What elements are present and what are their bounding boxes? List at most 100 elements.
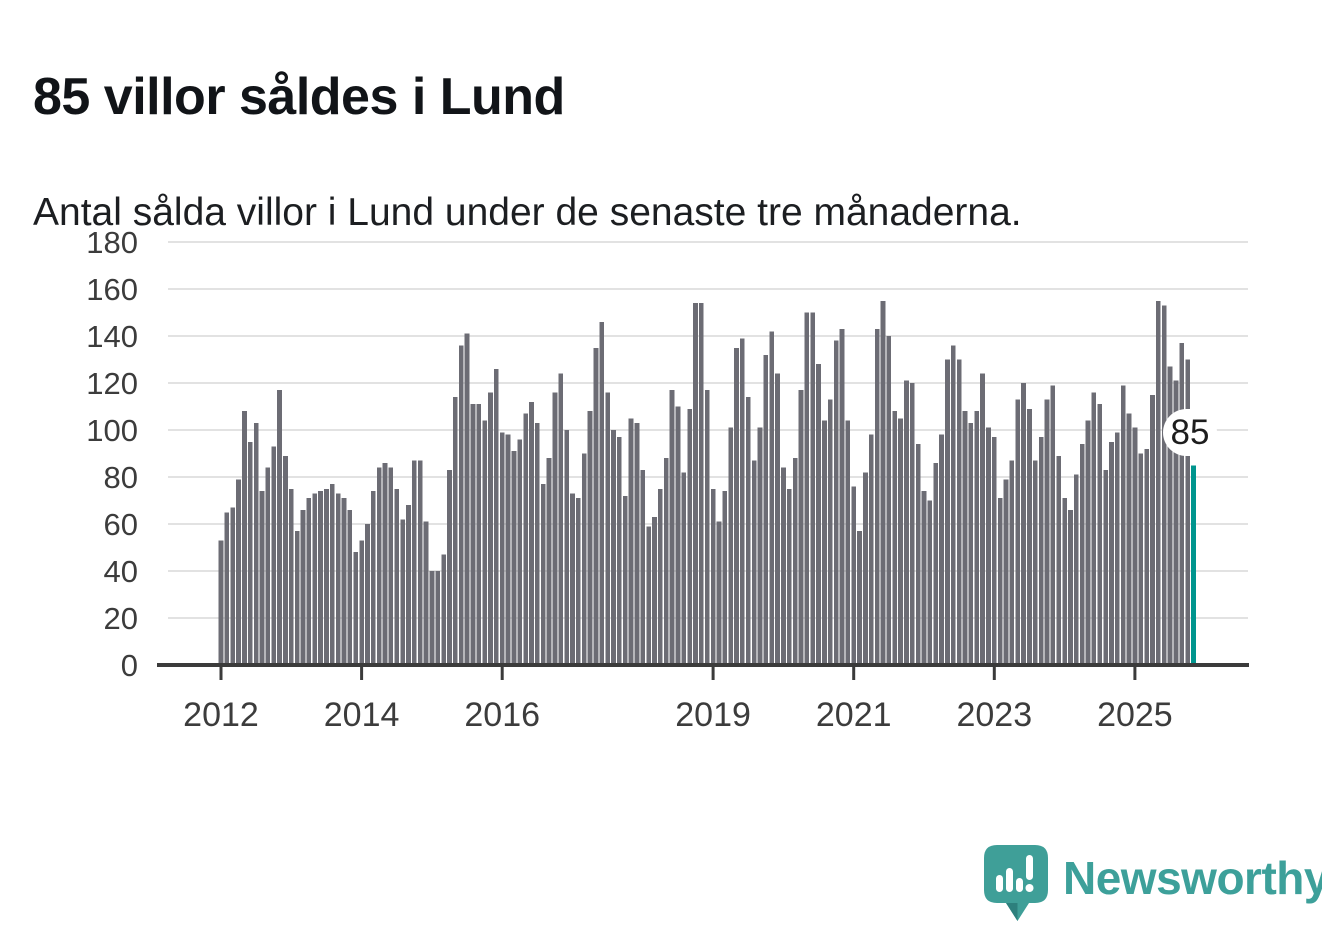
bar bbox=[704, 390, 710, 665]
bar bbox=[687, 408, 693, 665]
bar bbox=[1173, 380, 1179, 665]
bar bbox=[224, 512, 230, 665]
bar bbox=[570, 493, 575, 665]
bar bbox=[968, 422, 974, 665]
bar bbox=[318, 491, 323, 665]
bar bbox=[956, 359, 962, 665]
logo-exclamation-mark bbox=[1026, 855, 1033, 880]
bar bbox=[833, 340, 839, 665]
bar bbox=[757, 427, 763, 665]
bar bbox=[1179, 343, 1185, 665]
bar bbox=[353, 552, 359, 665]
bar bbox=[265, 467, 271, 665]
brand-name: Newsworthy bbox=[1063, 852, 1322, 904]
brand-footer: Newsworthy bbox=[984, 843, 1322, 927]
page-subtitle: Antal sålda villor i Lund under de senas… bbox=[33, 191, 1022, 234]
bar bbox=[277, 390, 282, 665]
bar bbox=[476, 404, 482, 665]
bar bbox=[347, 509, 353, 665]
bar bbox=[1073, 474, 1079, 665]
bar bbox=[1021, 383, 1026, 665]
bar bbox=[236, 479, 241, 665]
bar bbox=[822, 420, 827, 665]
bar bbox=[1097, 404, 1103, 665]
bar bbox=[1167, 366, 1173, 665]
bar bbox=[933, 462, 939, 665]
bar bbox=[663, 458, 669, 665]
bar bbox=[1132, 427, 1138, 665]
bar bbox=[728, 427, 734, 665]
bar bbox=[505, 434, 511, 665]
bar bbox=[312, 493, 318, 665]
bar bbox=[880, 300, 886, 665]
bar bbox=[517, 439, 523, 665]
bar bbox=[986, 427, 991, 665]
page-title: 85 villor såldes i Lund bbox=[33, 67, 565, 126]
bar bbox=[435, 571, 441, 665]
bar bbox=[857, 531, 862, 665]
bar bbox=[886, 336, 892, 665]
bar bbox=[839, 328, 845, 665]
bar bbox=[253, 422, 259, 665]
bar bbox=[792, 458, 798, 665]
bar bbox=[1032, 460, 1038, 665]
bar bbox=[247, 441, 253, 665]
bar bbox=[488, 392, 493, 665]
bar bbox=[535, 422, 540, 665]
bar bbox=[675, 406, 681, 665]
bar bbox=[781, 467, 786, 665]
bar bbox=[863, 472, 868, 665]
bar bbox=[734, 347, 739, 665]
bar bbox=[1056, 455, 1062, 665]
bar bbox=[1161, 305, 1167, 665]
bar bbox=[576, 498, 581, 665]
bar bbox=[804, 312, 810, 665]
bar bbox=[816, 364, 821, 665]
bar bbox=[1144, 448, 1149, 665]
bar bbox=[1085, 420, 1091, 665]
bar bbox=[1120, 385, 1126, 665]
bar bbox=[622, 495, 628, 665]
bar bbox=[558, 373, 564, 665]
y-tick-label-20: 20 bbox=[104, 601, 138, 636]
bar bbox=[271, 446, 277, 665]
bar bbox=[950, 345, 956, 665]
bar bbox=[617, 437, 622, 665]
newsworthy-logo-icon bbox=[984, 845, 1048, 921]
x-tick-label-2021: 2021 bbox=[816, 696, 892, 734]
bar bbox=[980, 373, 985, 665]
bar bbox=[1150, 394, 1155, 665]
y-tick-label-140: 140 bbox=[86, 319, 138, 354]
bar bbox=[1009, 460, 1015, 665]
bar bbox=[429, 571, 435, 665]
bar bbox=[658, 488, 663, 665]
bar bbox=[740, 338, 745, 665]
bar bbox=[868, 434, 874, 665]
bar bbox=[681, 472, 687, 665]
bar bbox=[915, 444, 921, 665]
bar bbox=[1003, 479, 1009, 665]
highlighted-bar bbox=[1191, 465, 1196, 665]
bar bbox=[640, 469, 646, 665]
bar bbox=[324, 488, 329, 665]
y-tick-label-40: 40 bbox=[104, 554, 138, 589]
bar bbox=[441, 554, 446, 665]
bar bbox=[1185, 359, 1190, 665]
bar bbox=[529, 401, 534, 665]
latest-value-label: 85 bbox=[1170, 412, 1210, 452]
bar bbox=[523, 413, 528, 665]
bar bbox=[775, 373, 780, 665]
bar bbox=[997, 498, 1003, 665]
bar bbox=[798, 390, 804, 665]
bar bbox=[898, 418, 903, 665]
bar bbox=[300, 509, 306, 665]
bar bbox=[745, 397, 751, 665]
x-tick-label-2025: 2025 bbox=[1097, 696, 1173, 734]
bar bbox=[470, 404, 476, 665]
bar bbox=[411, 460, 417, 665]
bar bbox=[499, 432, 505, 665]
bar bbox=[962, 411, 968, 665]
bar bbox=[892, 411, 898, 665]
bar bbox=[751, 460, 757, 665]
